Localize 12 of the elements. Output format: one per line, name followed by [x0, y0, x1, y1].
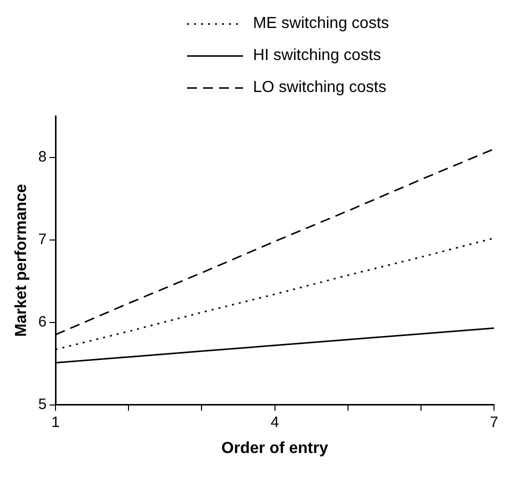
y-tick-label: 5	[38, 396, 47, 413]
legend-label: LO switching costs	[252, 79, 386, 97]
y-tick-label: 7	[38, 230, 47, 248]
x-tick-label: 7	[490, 414, 498, 431]
x-tick-label: 1	[51, 414, 60, 431]
legend-label: HI switching costs	[252, 47, 382, 65]
x-axis-title: Order of entry	[221, 440, 328, 457]
y-tick-label: 6	[38, 313, 47, 330]
y-axis-title: Market performance	[13, 184, 30, 337]
x-tick-label: 4	[270, 414, 279, 431]
y-tick-label: 8	[38, 148, 47, 166]
legend-label: ME switching costs	[252, 15, 390, 33]
